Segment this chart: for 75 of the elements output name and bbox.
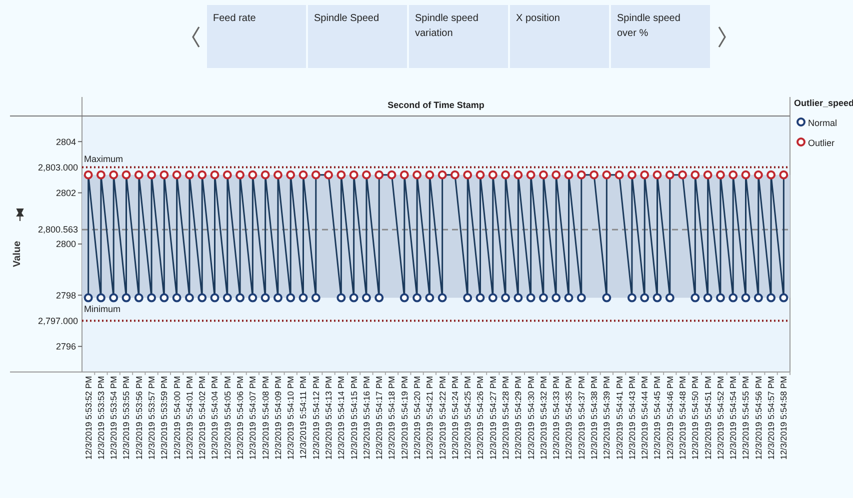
text: X position [516, 13, 560, 24]
x-tick-label: 12/3/2019 5:54:09 PM [272, 376, 283, 460]
y-tick-label: 2804 [56, 136, 76, 147]
x-tick-label: 12/3/2019 5:54:11 PM [298, 376, 308, 460]
x-tick-label: 12/3/2019 5:54:21 PM [424, 376, 435, 460]
x-tick-label: 12/3/2019 5:54:43 PM [626, 376, 637, 460]
x-tick-label: 12/3/2019 5:53:59 PM [159, 376, 170, 460]
x-tick-label: 12/3/2019 5:54:26 PM [475, 376, 486, 460]
x-tick-label: 12/3/2019 5:54:19 PM [399, 376, 410, 460]
x-tick-label: 12/3/2019 5:54:14 PM [336, 376, 346, 460]
x-tick-label: 12/3/2019 5:54:57 PM [766, 376, 776, 460]
x-tick-label: 12/3/2019 5:54:01 PM [184, 376, 194, 460]
x-tick-label: 12/3/2019 5:54:39 PM [602, 376, 612, 460]
x-tick-label: 12/3/2019 5:54:06 PM [235, 376, 246, 460]
legend-label: Normal [808, 118, 838, 128]
x-tick-label: 12/3/2019 5:54:17 PM [374, 376, 384, 460]
x-tick-label: 12/3/2019 5:53:56 PM [134, 376, 144, 460]
legend-label: Outlier [808, 138, 835, 148]
x-tick-label: 12/3/2019 5:54:08 PM [260, 376, 270, 460]
x-tick-label: 12/3/2019 5:54:20 PM [412, 376, 422, 460]
x-tick-label: 12/3/2019 5:54:16 PM [361, 376, 372, 460]
x-tick-label: 12/3/2019 5:54:56 PM [753, 376, 764, 460]
x-tick-label: 12/3/2019 5:54:54 PM [728, 376, 738, 460]
x-tick-label: 12/3/2019 5:53:52 PM [83, 376, 94, 460]
x-tick-label: 12/3/2019 5:54:50 PM [690, 376, 700, 460]
x-tick-label: 12/3/2019 5:54:28 PM [500, 376, 511, 460]
x-tick-label: 12/3/2019 5:53:53 PM [96, 376, 106, 460]
x-tick-label: 12/3/2019 5:54:35 PM [564, 376, 574, 460]
x-tick-label: 12/3/2019 5:54:18 PM [386, 376, 397, 460]
x-tick-label: 12/3/2019 5:54:41 PM [614, 376, 624, 460]
y-tick-label: 2798 [56, 290, 76, 300]
x-tick-label: 12/3/2019 5:54:51 PM [702, 376, 713, 460]
x-tick-label: 12/3/2019 5:54:32 PM [538, 376, 548, 460]
x-tick-label: 12/3/2019 5:54:44 PM [640, 376, 650, 460]
text: Spindle speed over % [617, 13, 680, 39]
x-tick-label: 12/3/2019 5:53:57 PM [146, 376, 157, 460]
x-tick-label: 12/3/2019 5:53:55 PM [121, 376, 132, 460]
y-tick-label: 2796 [56, 342, 76, 352]
x-tick-label: 12/3/2019 5:54:58 PM [778, 376, 789, 460]
ref-line-label: 2,800.563 [38, 224, 78, 235]
x-tick-label: 12/3/2019 5:54:00 PM [172, 376, 182, 460]
x-tick-label: 12/3/2019 5:54:04 PM [210, 376, 220, 460]
x-tick-label: 12/3/2019 5:54:02 PM [197, 376, 208, 460]
x-tick-label: 12/3/2019 5:54:13 PM [324, 376, 334, 460]
x-tick-label: 12/3/2019 5:54:25 PM [462, 376, 473, 460]
x-tick-label: 12/3/2019 5:54:12 PM [310, 376, 321, 460]
text: Spindle Speed [314, 13, 380, 24]
annotation: Maximum [84, 154, 124, 164]
x-tick-label: 12/3/2019 5:54:48 PM [678, 376, 688, 460]
x-tick-label: 12/3/2019 5:54:15 PM [348, 376, 359, 460]
annotation: Minimum [84, 304, 121, 314]
x-tick-label: 12/3/2019 5:54:38 PM [589, 376, 600, 460]
x-tick-label: 12/3/2019 5:54:46 PM [664, 376, 675, 460]
text: Spindle speed variation [415, 13, 478, 39]
y-axis-title: Value [12, 240, 23, 268]
x-tick-label: 12/3/2019 5:54:05 PM [222, 376, 232, 460]
x-tick-label: 12/3/2019 5:54:37 PM [576, 376, 586, 460]
x-tick-label: 12/3/2019 5:54:29 PM [513, 376, 524, 460]
x-tick-label: 12/3/2019 5:54:27 PM [488, 376, 498, 460]
x-tick-label: 12/3/2019 5:54:24 PM [450, 376, 460, 460]
x-tick-label: 12/3/2019 5:54:33 PM [551, 376, 562, 460]
x-tick-label: 12/3/2019 5:54:55 PM [740, 376, 751, 460]
x-tick-label: 12/3/2019 5:54:10 PM [286, 376, 296, 460]
y-tick-label: 2800 [56, 239, 76, 250]
x-tick-label: 12/3/2019 5:54:22 PM [437, 376, 448, 460]
x-tick-label: 12/3/2019 5:53:54 PM [108, 376, 119, 460]
x-tick-label: 12/3/2019 5:54:07 PM [248, 376, 258, 460]
text: Feed rate [213, 13, 256, 24]
x-tick-label: 12/3/2019 5:54:30 PM [526, 376, 536, 460]
x-tick-label: 12/3/2019 5:54:52 PM [715, 376, 726, 460]
ref-line-label: 2,797.000 [38, 316, 78, 326]
x-tick-label: 12/3/2019 5:54:45 PM [652, 376, 662, 460]
ref-line-label: 2,803.000 [38, 162, 78, 172]
x-axis-title: Second of Time Stamp [388, 100, 485, 110]
y-tick-label: 2802 [56, 188, 76, 198]
